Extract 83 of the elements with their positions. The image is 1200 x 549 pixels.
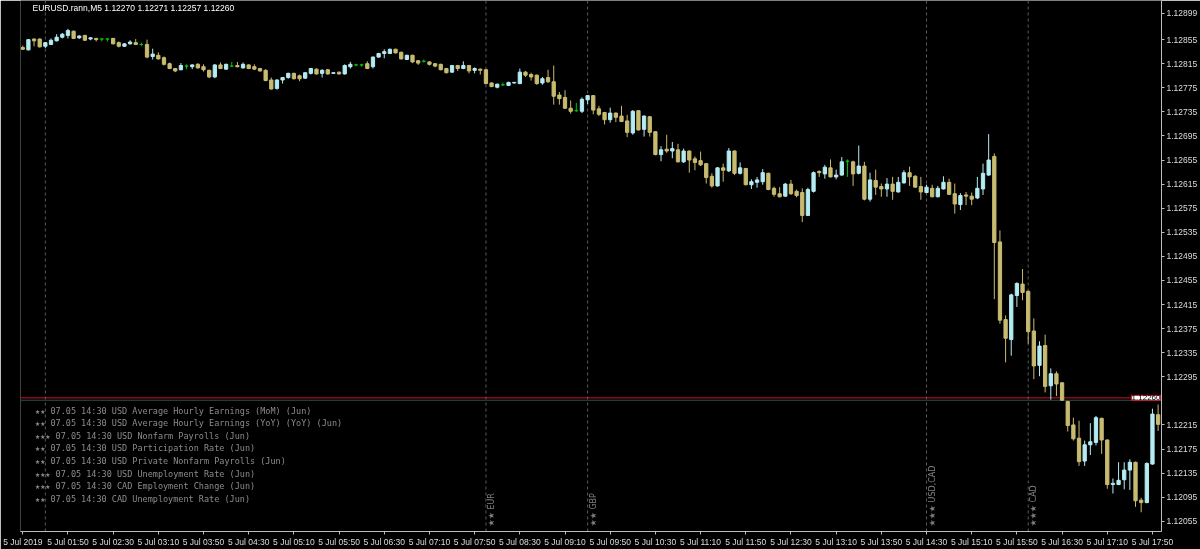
candlestick xyxy=(715,166,720,188)
annotation: ★★ 07.05 14:30 USD Participation Rate (Jun) xyxy=(35,443,256,454)
x-tick-label: 5 Jul 15:10 xyxy=(950,536,993,547)
x-tick-label: 5 Jul 16:30 xyxy=(1041,536,1084,547)
x-tick-label: 5 Jul 11:10 xyxy=(680,536,722,547)
y-tick-label: 1.12295 xyxy=(1166,371,1198,382)
candlestick xyxy=(721,163,726,183)
candlestick xyxy=(850,160,856,187)
ref-line-label: ★★★ USD,CAD xyxy=(927,465,937,527)
x-tick-label: 5 Jul 17:50 xyxy=(1131,536,1174,547)
y-tick-label: 1.12575 xyxy=(1166,203,1198,214)
annotation: ★★ 07.05 14:30 USD Private Nonfarm Payrolls (Jun) xyxy=(35,455,286,466)
x-tick-label: 5 Jul 11:50 xyxy=(725,536,767,547)
x-tick-label: 5 Jul 06:30 xyxy=(363,536,406,547)
candlestick xyxy=(641,114,647,138)
x-tick-label: 5 Jul 2019 xyxy=(3,536,43,547)
x-tick-label: 5 Jul 04:30 xyxy=(227,536,270,547)
y-tick-label: 1.12735 xyxy=(1166,106,1198,117)
y-tick-label: 1.12175 xyxy=(1166,444,1198,455)
ref-line-label: ★★ GBP xyxy=(588,492,598,527)
candlestick xyxy=(856,145,861,175)
x-tick-label: 5 Jul 17:10 xyxy=(1086,536,1129,547)
y-tick-label: 1.12535 xyxy=(1166,227,1198,238)
y-tick-label: 1.12095 xyxy=(1166,492,1198,503)
y-tick-label: 1.12899 xyxy=(1166,8,1198,19)
ref-line-label: ★★ EUR xyxy=(486,492,496,527)
y-tick-label: 1.12135 xyxy=(1166,468,1198,479)
y-tick-label: 1.12455 xyxy=(1166,275,1198,286)
x-tick-label: 5 Jul 02:30 xyxy=(92,536,135,547)
x-tick-label: 5 Jul 05:10 xyxy=(273,536,315,547)
annotation: ★★ 07.05 14:30 CAD Unemployment Rate (Jun) xyxy=(35,493,250,504)
candlestick xyxy=(890,176,895,201)
y-tick-label: 1.12215 xyxy=(1166,419,1198,430)
x-tick-label: 5 Jul 08:30 xyxy=(499,536,541,547)
candlestick xyxy=(1048,367,1053,401)
annotation: ★★ 07.05 14:30 USD Average Hourly Earnings (YoY) (YoY) (Jun) xyxy=(35,418,343,429)
x-tick-label: 5 Jul 07:10 xyxy=(408,536,451,547)
candlestick xyxy=(867,172,873,203)
candlestick xyxy=(726,147,731,173)
ref-line-label: ★★★ CAD xyxy=(1029,485,1039,527)
y-tick-label: 1.12655 xyxy=(1166,155,1198,166)
x-tick-label: 5 Jul 14:30 xyxy=(905,536,948,547)
y-tick-label: 1.12335 xyxy=(1166,347,1198,358)
candlestick xyxy=(319,68,325,79)
x-tick-label: 5 Jul 01:50 xyxy=(47,536,90,547)
candlestick xyxy=(636,109,641,132)
annotation: ★★★ 07.05 14:30 USD Nonfarm Payrolls (Jun) xyxy=(35,430,250,441)
candlestick xyxy=(630,109,635,136)
candlestick xyxy=(545,69,551,84)
candlestick xyxy=(664,134,669,154)
candlestick xyxy=(828,158,833,178)
candlestick xyxy=(839,156,844,177)
annotation: ★★ 07.05 14:30 USD Average Hourly Earnings (MoM) (Jun) xyxy=(35,405,312,416)
candlestick xyxy=(1037,340,1042,377)
y-tick-label: 1.12775 xyxy=(1166,82,1198,93)
candlestick xyxy=(1155,403,1161,432)
x-tick-label: 5 Jul 12:30 xyxy=(770,536,813,547)
y-tick-label: 1.12615 xyxy=(1166,179,1198,190)
x-tick-label: 5 Jul 13:10 xyxy=(815,536,858,547)
x-tick-label: 5 Jul 09:10 xyxy=(544,536,587,547)
annotation: ★★★ 07.05 14:30 CAD Employment Change (Jun) xyxy=(35,481,256,492)
candlestick xyxy=(884,177,890,198)
y-tick-label: 1.12855 xyxy=(1166,34,1198,45)
x-tick-label: 5 Jul 05:50 xyxy=(318,536,361,547)
candlestick xyxy=(834,169,839,180)
y-tick-label: 1.12055 xyxy=(1166,516,1198,527)
y-tick-label: 1.12695 xyxy=(1166,130,1198,141)
x-tick-label: 5 Jul 07:50 xyxy=(453,536,496,547)
ref-line-label: 1.12260 xyxy=(1131,393,1162,403)
candlestick xyxy=(732,149,737,176)
y-tick-label: 1.12375 xyxy=(1166,323,1198,334)
y-tick-label: 1.12415 xyxy=(1166,299,1198,310)
y-tick-label: 1.12495 xyxy=(1166,251,1198,262)
annotation: ★★★ 07.05 14:30 USD Unemployment Rate (Jun) xyxy=(35,468,256,479)
x-tick-label: 5 Jul 03:10 xyxy=(137,536,180,547)
y-tick-label: 1.12815 xyxy=(1166,58,1198,69)
candlestick xyxy=(658,145,664,162)
chart-title: EURUSD.rann,M5 1.12270 1.12271 1.12257 1.12260 xyxy=(32,2,235,13)
x-tick-label: 5 Jul 15:50 xyxy=(996,536,1038,547)
x-tick-label: 5 Jul 09:50 xyxy=(589,536,632,547)
x-tick-label: 5 Jul 13:50 xyxy=(860,536,903,547)
x-tick-label: 5 Jul 03:50 xyxy=(182,536,225,547)
x-tick-label: 5 Jul 10:30 xyxy=(634,536,677,547)
